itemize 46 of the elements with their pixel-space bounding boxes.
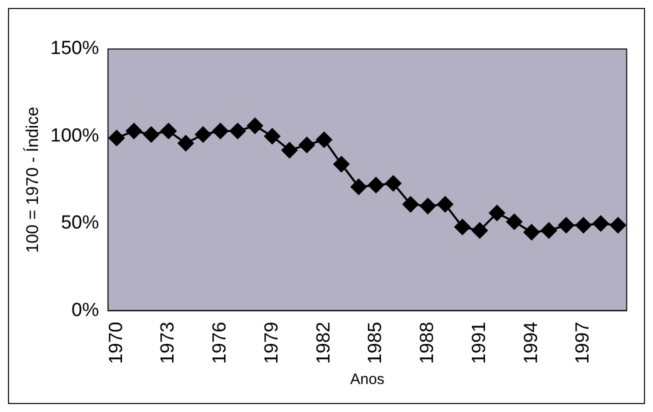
point — [385, 175, 402, 192]
point — [126, 123, 142, 140]
x-tick-label: 1994 — [520, 321, 542, 364]
x-tick-label: 1991 — [468, 322, 490, 364]
point — [540, 222, 557, 238]
point — [420, 198, 436, 214]
x-tick-label: 1988 — [417, 322, 438, 364]
point — [558, 217, 574, 234]
point — [316, 132, 332, 148]
y-axis-title: 100 = 1970 - Índice — [22, 106, 42, 253]
point — [333, 156, 350, 172]
point — [298, 136, 315, 153]
point — [212, 123, 228, 140]
x-tick-label: 1970 — [106, 322, 127, 364]
x-tick-label: 1997 — [572, 322, 594, 364]
y-tick-label: 50% — [60, 212, 100, 234]
point — [575, 217, 592, 234]
x-tick-label: 1979 — [261, 322, 282, 364]
point — [282, 142, 298, 158]
point — [437, 196, 454, 212]
y-tick-label: 0% — [72, 300, 100, 321]
x-axis-title: Anos — [350, 371, 384, 388]
x-tick-label: 1973 — [158, 322, 179, 364]
point — [178, 135, 194, 152]
point — [368, 177, 384, 194]
point — [506, 214, 522, 230]
x-tick-label: 1976 — [210, 322, 231, 364]
point — [610, 217, 626, 234]
point — [350, 178, 367, 195]
point — [143, 126, 160, 142]
point — [108, 130, 125, 146]
point — [195, 126, 212, 142]
point — [472, 222, 488, 238]
x-tick-label: 1985 — [365, 322, 386, 364]
point — [402, 196, 419, 212]
point — [246, 118, 263, 134]
y-tick-label: 100% — [50, 125, 100, 146]
point — [230, 123, 246, 140]
x-tick-label: 1982 — [313, 322, 334, 364]
point — [524, 224, 540, 240]
point — [592, 215, 609, 232]
point — [160, 123, 177, 140]
y-tick-label: 150% — [50, 38, 100, 60]
point — [489, 205, 506, 222]
point — [454, 218, 470, 235]
point — [264, 128, 280, 144]
